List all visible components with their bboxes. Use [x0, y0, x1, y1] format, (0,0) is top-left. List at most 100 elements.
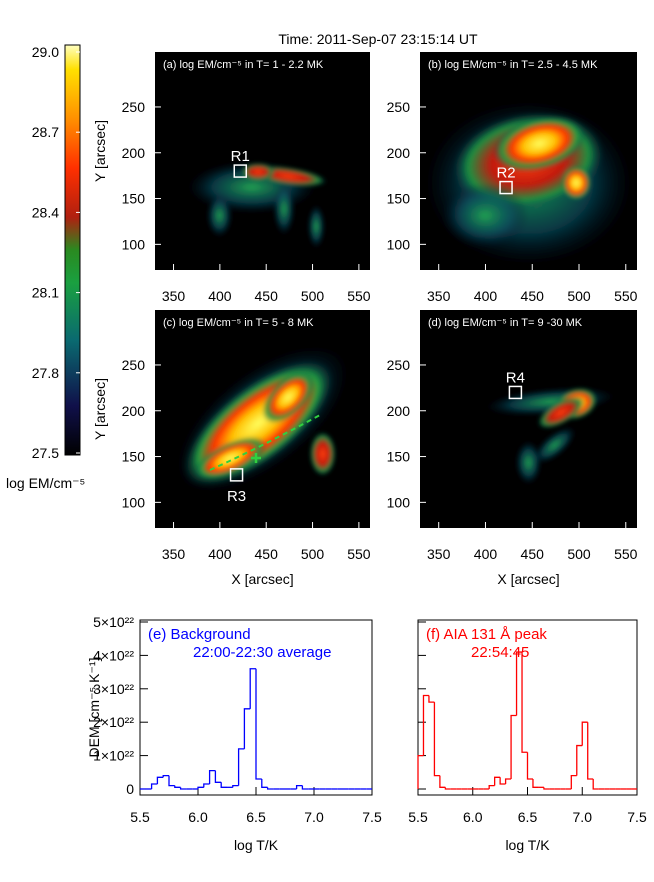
y-tick-label: 0	[126, 781, 134, 797]
histogram-step	[261, 778, 268, 788]
histogram-step	[208, 769, 216, 784]
x-tick-label: 500	[301, 546, 325, 562]
colorbar	[64, 44, 81, 456]
histogram-step	[237, 748, 245, 786]
x-tick-label: 500	[301, 288, 325, 304]
histogram-step	[494, 776, 501, 786]
x-tick-label: 450	[255, 546, 279, 562]
colorbar-tick-label: 28.4	[32, 204, 59, 220]
histogram-step	[576, 744, 583, 776]
colorbar-tick-label: 28.1	[32, 285, 59, 301]
y-tick-label: 150	[387, 449, 411, 465]
x-tick-label: 450	[521, 288, 545, 304]
x-tick-label: 5.5	[408, 809, 428, 825]
y-tick-label: 4×10²²	[93, 647, 134, 663]
y-tick-label: 250	[122, 99, 146, 115]
histogram-step	[439, 775, 446, 788]
y-tick-label: 100	[122, 236, 146, 252]
centroid-marker	[251, 453, 261, 463]
panel-label: (c) log EM/cm⁻⁵ in T= 5 - 8 MK	[163, 317, 314, 329]
x-tick-label: 500	[567, 288, 591, 304]
emission-feature	[441, 182, 529, 249]
y-tick-label: 5×10²²	[93, 614, 134, 630]
x-tick-label: 450	[521, 546, 545, 562]
emission-feature	[515, 440, 542, 485]
histogram-step	[162, 774, 169, 778]
y-tick-label: 1×10²²	[93, 748, 134, 764]
x-tick-label: 6.5	[246, 809, 266, 825]
image-background	[420, 310, 637, 528]
histogram-step	[301, 785, 309, 790]
annotation: (e) Background	[148, 626, 251, 643]
y-tick-label: 200	[387, 145, 411, 161]
colorbar-label: log EM/cm⁻⁵	[6, 475, 85, 491]
y-tick-label: 250	[122, 357, 146, 373]
histogram-step	[168, 775, 175, 787]
annotation: (f) AIA 131 Å peak	[426, 626, 547, 643]
x-tick-label: 550	[347, 288, 371, 304]
y-tick-label: 200	[122, 145, 146, 161]
histogram-step	[255, 668, 262, 780]
histogram-step	[232, 784, 239, 788]
y-tick-label: 250	[387, 99, 411, 115]
histogram-step	[488, 784, 495, 789]
x-axis-label: log T/K	[505, 837, 550, 853]
histogram-step	[504, 778, 512, 784]
x-tick-label: 5.5	[130, 809, 150, 825]
x-tick-label: 6.0	[463, 809, 483, 825]
region-label: R2	[496, 165, 515, 182]
loop-trace	[209, 414, 321, 471]
x-tick-label: 7.0	[304, 809, 324, 825]
region-label: R3	[227, 488, 246, 505]
histogram-step	[526, 752, 533, 780]
region-box	[229, 468, 244, 482]
region-label: R4	[506, 369, 525, 386]
histogram-step	[150, 783, 158, 789]
y-tick-label: 3×10²²	[93, 681, 134, 697]
region-box	[233, 164, 248, 178]
histogram-step	[203, 783, 210, 788]
panel-label: (d) log EM/cm⁻⁵ in T= 9 -30 MK	[428, 317, 583, 329]
histogram-step	[592, 778, 599, 790]
panel-label: (a) log EM/cm⁻⁵ in T= 1 - 2.2 MK	[163, 59, 324, 71]
x-tick-label: 6.5	[518, 809, 538, 825]
image-background	[155, 52, 370, 270]
histogram-step	[581, 721, 588, 746]
histogram-step	[510, 714, 517, 779]
x-tick-label: 400	[208, 546, 232, 562]
x-tick-label: 550	[614, 288, 638, 304]
histogram-step	[156, 776, 164, 784]
histogram-step	[214, 770, 222, 783]
histogram-step	[243, 708, 251, 749]
region-label: R1	[231, 148, 250, 165]
x-tick-label: 7.0	[573, 809, 593, 825]
x-tick-label: 7.5	[627, 809, 647, 825]
histogram-step	[249, 668, 256, 709]
x-tick-label: 350	[162, 288, 186, 304]
histogram-step	[499, 777, 506, 785]
histogram-step	[179, 787, 187, 790]
histogram-step	[444, 787, 451, 790]
annotation: 22:00-22:30 average	[193, 644, 331, 661]
emission-feature	[533, 426, 576, 464]
emission-feature	[309, 432, 336, 476]
histogram-step	[295, 784, 303, 789]
y-tick-label: 100	[387, 494, 411, 510]
emission-map	[485, 387, 616, 485]
y-tick-label: 200	[122, 403, 146, 419]
emission-feature	[273, 182, 295, 236]
y-tick-label: 150	[122, 449, 146, 465]
y-axis-label: Y [arcsec]	[92, 378, 108, 440]
y-axis-label: Y [arcsec]	[92, 120, 108, 182]
y-tick-label: 250	[387, 357, 411, 373]
histogram-step	[422, 694, 429, 756]
x-tick-label: 400	[474, 546, 498, 562]
figure-title: Time: 2011-Sep-07 23:15:14 UT	[278, 31, 478, 47]
emission-feature	[561, 165, 592, 201]
emission-feature	[492, 115, 586, 172]
histogram-step	[174, 785, 181, 788]
emission-map	[187, 161, 327, 249]
emission-map	[424, 99, 633, 266]
colorbar-tick-label: 29.0	[32, 44, 59, 60]
y-tick-label: 150	[122, 191, 146, 207]
